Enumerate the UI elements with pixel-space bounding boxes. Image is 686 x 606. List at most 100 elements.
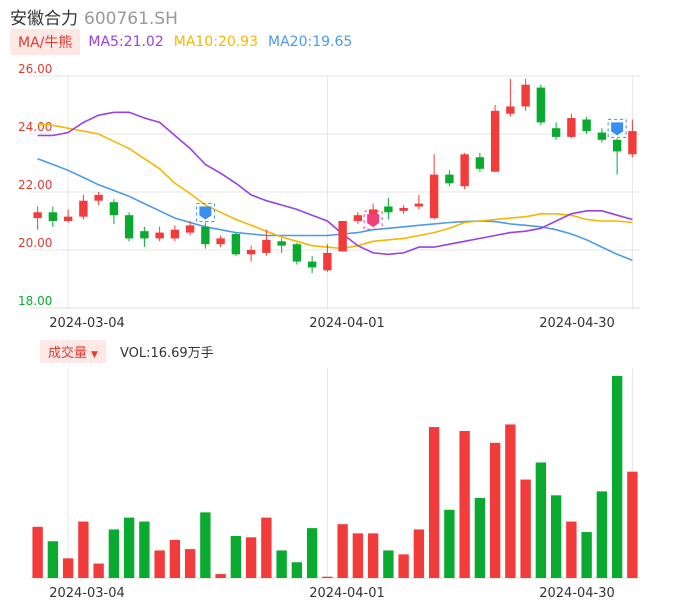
volume-bar <box>505 424 516 578</box>
volume-bar <box>550 495 562 578</box>
volume-bar <box>154 550 165 578</box>
volume-bar <box>291 562 303 578</box>
candle-down <box>109 202 119 216</box>
volume-bar <box>93 563 104 578</box>
volume-bar <box>276 550 287 578</box>
candle-down <box>201 226 210 245</box>
volume-bar <box>108 529 120 578</box>
candle-up <box>490 110 500 172</box>
volume-x-tick-label: 2024-04-01 <box>309 586 385 601</box>
volume-bar <box>47 541 59 578</box>
stock-name: 安徽合力 <box>10 9 78 29</box>
candle-down <box>597 132 607 140</box>
volume-bar <box>184 549 196 578</box>
signal-frame <box>195 202 215 222</box>
x-tick-label: 2024-04-01 <box>309 316 385 331</box>
candle-up <box>521 84 530 107</box>
stock-code: 600761.SH <box>84 9 178 29</box>
volume-indicator-button[interactable]: 成交量 ▼ <box>40 339 106 363</box>
volume-bar <box>322 576 333 578</box>
x-tick-label: 2024-04-30 <box>539 316 615 331</box>
volume-bar <box>596 491 608 578</box>
x-tick-label: 2024-03-04 <box>49 316 125 331</box>
candle-down <box>231 234 241 255</box>
signal-shield <box>367 214 380 228</box>
bear-signal-icon <box>195 202 215 222</box>
candle-up <box>414 203 424 207</box>
candle-down <box>292 244 302 262</box>
candle-up <box>170 229 180 239</box>
volume-bar <box>398 554 409 578</box>
volume-bar <box>413 529 425 578</box>
volume-bar <box>383 550 394 578</box>
candle-up <box>155 232 164 239</box>
volume-bar <box>78 521 89 578</box>
candle-down <box>551 128 561 137</box>
candle-up <box>216 238 225 245</box>
candle-up <box>353 215 363 221</box>
volume-bar <box>123 517 135 578</box>
signal-shield <box>199 206 212 220</box>
volume-x-tick-label: 2024-03-04 <box>49 586 125 601</box>
volume-bar <box>611 375 623 578</box>
candle-down <box>445 174 454 184</box>
candle-down <box>612 139 622 152</box>
y-tick-label: 18.00 <box>18 294 52 308</box>
volume-bar <box>337 524 348 578</box>
candle-up <box>262 239 271 253</box>
bull-signal-icon <box>363 210 383 230</box>
volume-bar <box>581 532 592 578</box>
y-tick-label: 22.00 <box>18 178 52 192</box>
bear-signal-icon <box>607 118 627 138</box>
ma10-line <box>37 123 633 250</box>
candle-down <box>582 119 591 132</box>
candle-up <box>368 209 378 216</box>
volume-x-tick-label: 2024-04-30 <box>539 586 615 601</box>
candle-up <box>506 106 515 114</box>
ma5-label: MA5:21.02 <box>88 34 164 50</box>
candle-up <box>460 154 469 187</box>
candle-up <box>94 194 103 201</box>
volume-bar <box>367 533 379 578</box>
signal-frame <box>363 210 383 230</box>
volume-bar <box>306 528 318 578</box>
candle-down <box>536 87 546 123</box>
volume-bar <box>489 442 501 578</box>
candle-up <box>246 250 256 255</box>
signal-shield <box>611 122 624 136</box>
volume-bar <box>428 427 440 578</box>
candle-up <box>63 216 73 221</box>
candle-up <box>567 118 576 137</box>
volume-bar <box>200 512 211 578</box>
ma5-line <box>37 111 633 256</box>
candle-down <box>475 157 485 169</box>
volume-bar <box>444 509 455 578</box>
ma-indicator-button[interactable]: MA/牛熊 <box>10 29 81 55</box>
candle-up <box>399 207 408 211</box>
volume-bar <box>230 536 242 578</box>
ma20-label: MA20:19.65 <box>268 34 353 50</box>
candle-down <box>140 231 149 239</box>
volume-button-label: 成交量 <box>48 345 88 361</box>
caret-down-icon: ▼ <box>91 349 98 360</box>
signal-frame <box>607 118 627 138</box>
volume-bar <box>352 533 364 578</box>
y-tick-label: 24.00 <box>18 120 52 134</box>
volume-bar <box>474 497 486 578</box>
volume-bar <box>261 517 272 578</box>
candle-down <box>307 261 317 268</box>
stock-title: 安徽合力 600761.SH <box>10 4 178 29</box>
volume-bar <box>245 537 257 578</box>
candle-up <box>33 212 42 219</box>
volume-bar <box>459 431 470 578</box>
candle-down <box>384 206 393 213</box>
volume-bar <box>62 558 74 578</box>
candle-up <box>185 225 195 233</box>
volume-bar <box>627 471 638 578</box>
volume-bar <box>520 479 531 578</box>
volume-bar <box>566 521 577 578</box>
candle-down <box>277 241 286 246</box>
candle-down <box>124 215 134 239</box>
volume-bar <box>535 462 547 578</box>
